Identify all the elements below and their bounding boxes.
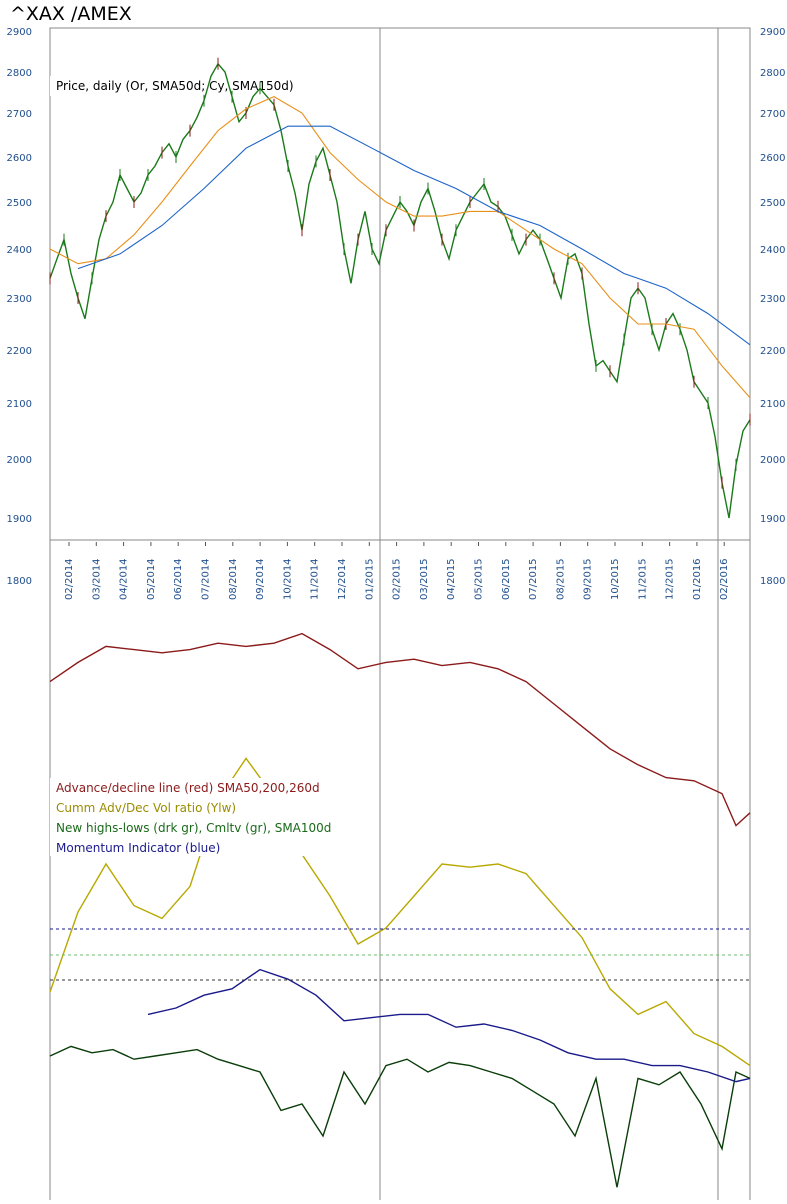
series-cumm-adv/dec-vol-ratio: [49, 757, 751, 1067]
y-tick-right-1900: 1900: [760, 514, 785, 525]
x-tick-02/2014: 02/2014: [64, 558, 75, 600]
y-tick-left-1800: 1800: [7, 576, 32, 587]
y-tick-left-2800: 2800: [7, 68, 32, 79]
y-tick-right-2300: 2300: [760, 294, 785, 305]
x-tick-07/2015: 07/2015: [528, 558, 539, 600]
y-tick-right-2000: 2000: [760, 455, 785, 466]
y-tick-left-2500: 2500: [7, 198, 32, 209]
series-sma150d: [77, 125, 751, 346]
x-tick-10/2015: 10/2015: [610, 558, 621, 600]
y-tick-left-2000: 2000: [7, 455, 32, 466]
x-tick-08/2014: 08/2014: [228, 558, 239, 600]
y-tick-left-2700: 2700: [7, 109, 32, 120]
y-tick-left-2100: 2100: [7, 399, 32, 410]
price-panel-frame: [49, 27, 751, 541]
indicator-legend: Advance/decline line (red) SMA50,200,260…: [50, 778, 350, 856]
series-new-highs-lows: [49, 1045, 751, 1188]
y-tick-right-2200: 2200: [760, 346, 785, 357]
x-tick-12/2015: 12/2015: [665, 558, 676, 600]
price-legend-box: [50, 76, 350, 96]
chart-title: ^XAX /AMEX: [10, 3, 132, 25]
indicator-legend-box: [50, 778, 350, 856]
x-tick-labels: 02/2014 03/2014 04/2014 05/2014 06/2014 07/20…: [64, 542, 730, 600]
legend-momentum: Momentum Indicator (blue): [56, 841, 220, 855]
x-tick-12/2014: 12/2014: [337, 558, 348, 600]
x-tick-04/2015: 04/2015: [446, 558, 457, 600]
indicator-series: [49, 632, 751, 1188]
x-tick-08/2015: 08/2015: [555, 558, 566, 600]
y-tick-left-2200: 2200: [7, 346, 32, 357]
y-tick-left-2600: 2600: [7, 153, 32, 164]
x-tick-11/2014: 11/2014: [310, 558, 321, 600]
reference-lines: [50, 928, 750, 981]
y-tick-right-2900: 2900: [760, 27, 785, 38]
separator-lines: [379, 28, 719, 1200]
x-tick-09/2014: 09/2014: [255, 558, 266, 600]
legend-ad-line: Advance/decline line (red) SMA50,200,260…: [56, 781, 320, 795]
y-tick-left-1900: 1900: [7, 514, 32, 525]
price-legend-text: Price, daily (Or, SMA50d; Cy, SMA150d): [56, 79, 294, 93]
y-tick-right-2600: 2600: [760, 153, 785, 164]
x-tick-06/2014: 06/2014: [173, 558, 184, 600]
price-series: [49, 57, 751, 519]
x-tick-03/2015: 03/2015: [419, 558, 430, 600]
y-tick-labels: 1800 1800 1900 1900 2000 2000 2100 2100 2200 2200…: [7, 27, 786, 587]
x-tick-11/2015: 11/2015: [637, 558, 648, 600]
series-price: [49, 62, 751, 519]
x-tick-10/2014: 10/2014: [282, 558, 293, 600]
y-tick-right-2400: 2400: [760, 245, 785, 256]
y-tick-right-2100: 2100: [760, 399, 785, 410]
series-momentum-indicator: [147, 968, 751, 1083]
series-advance/decline-line: [49, 632, 751, 827]
y-tick-left-2900: 2900: [7, 27, 32, 38]
x-tick-04/2014: 04/2014: [119, 558, 130, 600]
x-tick-02/2015: 02/2015: [392, 558, 403, 600]
legend-highs-lows: New highs-lows (drk gr), Cmltv (gr), SMA…: [56, 821, 331, 835]
y-tick-left-2400: 2400: [7, 245, 32, 256]
title-box: [0, 0, 500, 28]
y-tick-right-2700: 2700: [760, 109, 785, 120]
x-tick-03/2014: 03/2014: [91, 558, 102, 600]
legend-vol-ratio: Cumm Adv/Dec Vol ratio (Ylw): [56, 801, 236, 815]
y-tick-right-1800: 1800: [760, 576, 785, 587]
x-tick-02/2016: 02/2016: [719, 558, 730, 600]
x-tick-09/2015: 09/2015: [583, 558, 594, 600]
y-tick-right-2800: 2800: [760, 68, 785, 79]
y-tick-right-2500: 2500: [760, 198, 785, 209]
x-tick-07/2014: 07/2014: [201, 558, 212, 600]
series-sma50d: [49, 95, 751, 399]
x-tick-06/2015: 06/2015: [501, 558, 512, 600]
x-tick-01/2015: 01/2015: [364, 558, 375, 600]
x-tick-05/2014: 05/2014: [146, 558, 157, 600]
y-tick-left-2300: 2300: [7, 294, 32, 305]
x-tick-01/2016: 01/2016: [692, 558, 703, 600]
x-tick-05/2015: 05/2015: [474, 558, 485, 600]
